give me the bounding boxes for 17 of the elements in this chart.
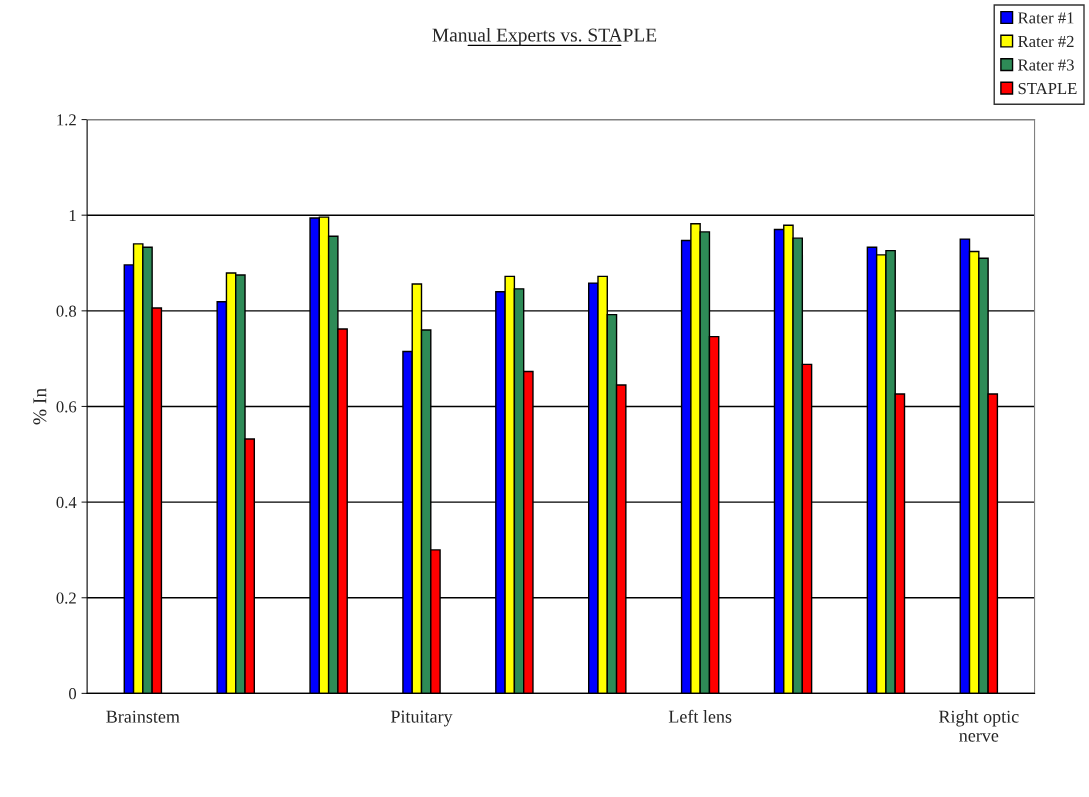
x-tick-label: Pituitary [390, 710, 453, 727]
legend-label: Rater #2 [1018, 35, 1074, 48]
legend-label: Rater #3 [1018, 59, 1074, 71]
y-tick-label: 0.2 [56, 592, 76, 604]
y-tick-label: 0 [69, 688, 77, 700]
y-axis-title: % In [33, 388, 47, 425]
y-tick-label: 0.8 [56, 305, 77, 317]
legend-label: Rater #1 [1018, 12, 1074, 24]
x-tick-label: Brainstem [106, 710, 180, 723]
x-tick-label: Left lens [668, 709, 732, 723]
y-tick-label: 0.4 [56, 496, 77, 509]
y-tick-label: 1.2 [57, 114, 76, 126]
y-tick-label: 1 [69, 209, 76, 221]
legend-label: STAPLE [1018, 82, 1077, 95]
y-tick-label: 0.6 [56, 401, 77, 413]
chart-title: Manual Experts vs. STAPLE [432, 27, 657, 46]
x-tick-label: Right optic nerve [938, 710, 1019, 742]
